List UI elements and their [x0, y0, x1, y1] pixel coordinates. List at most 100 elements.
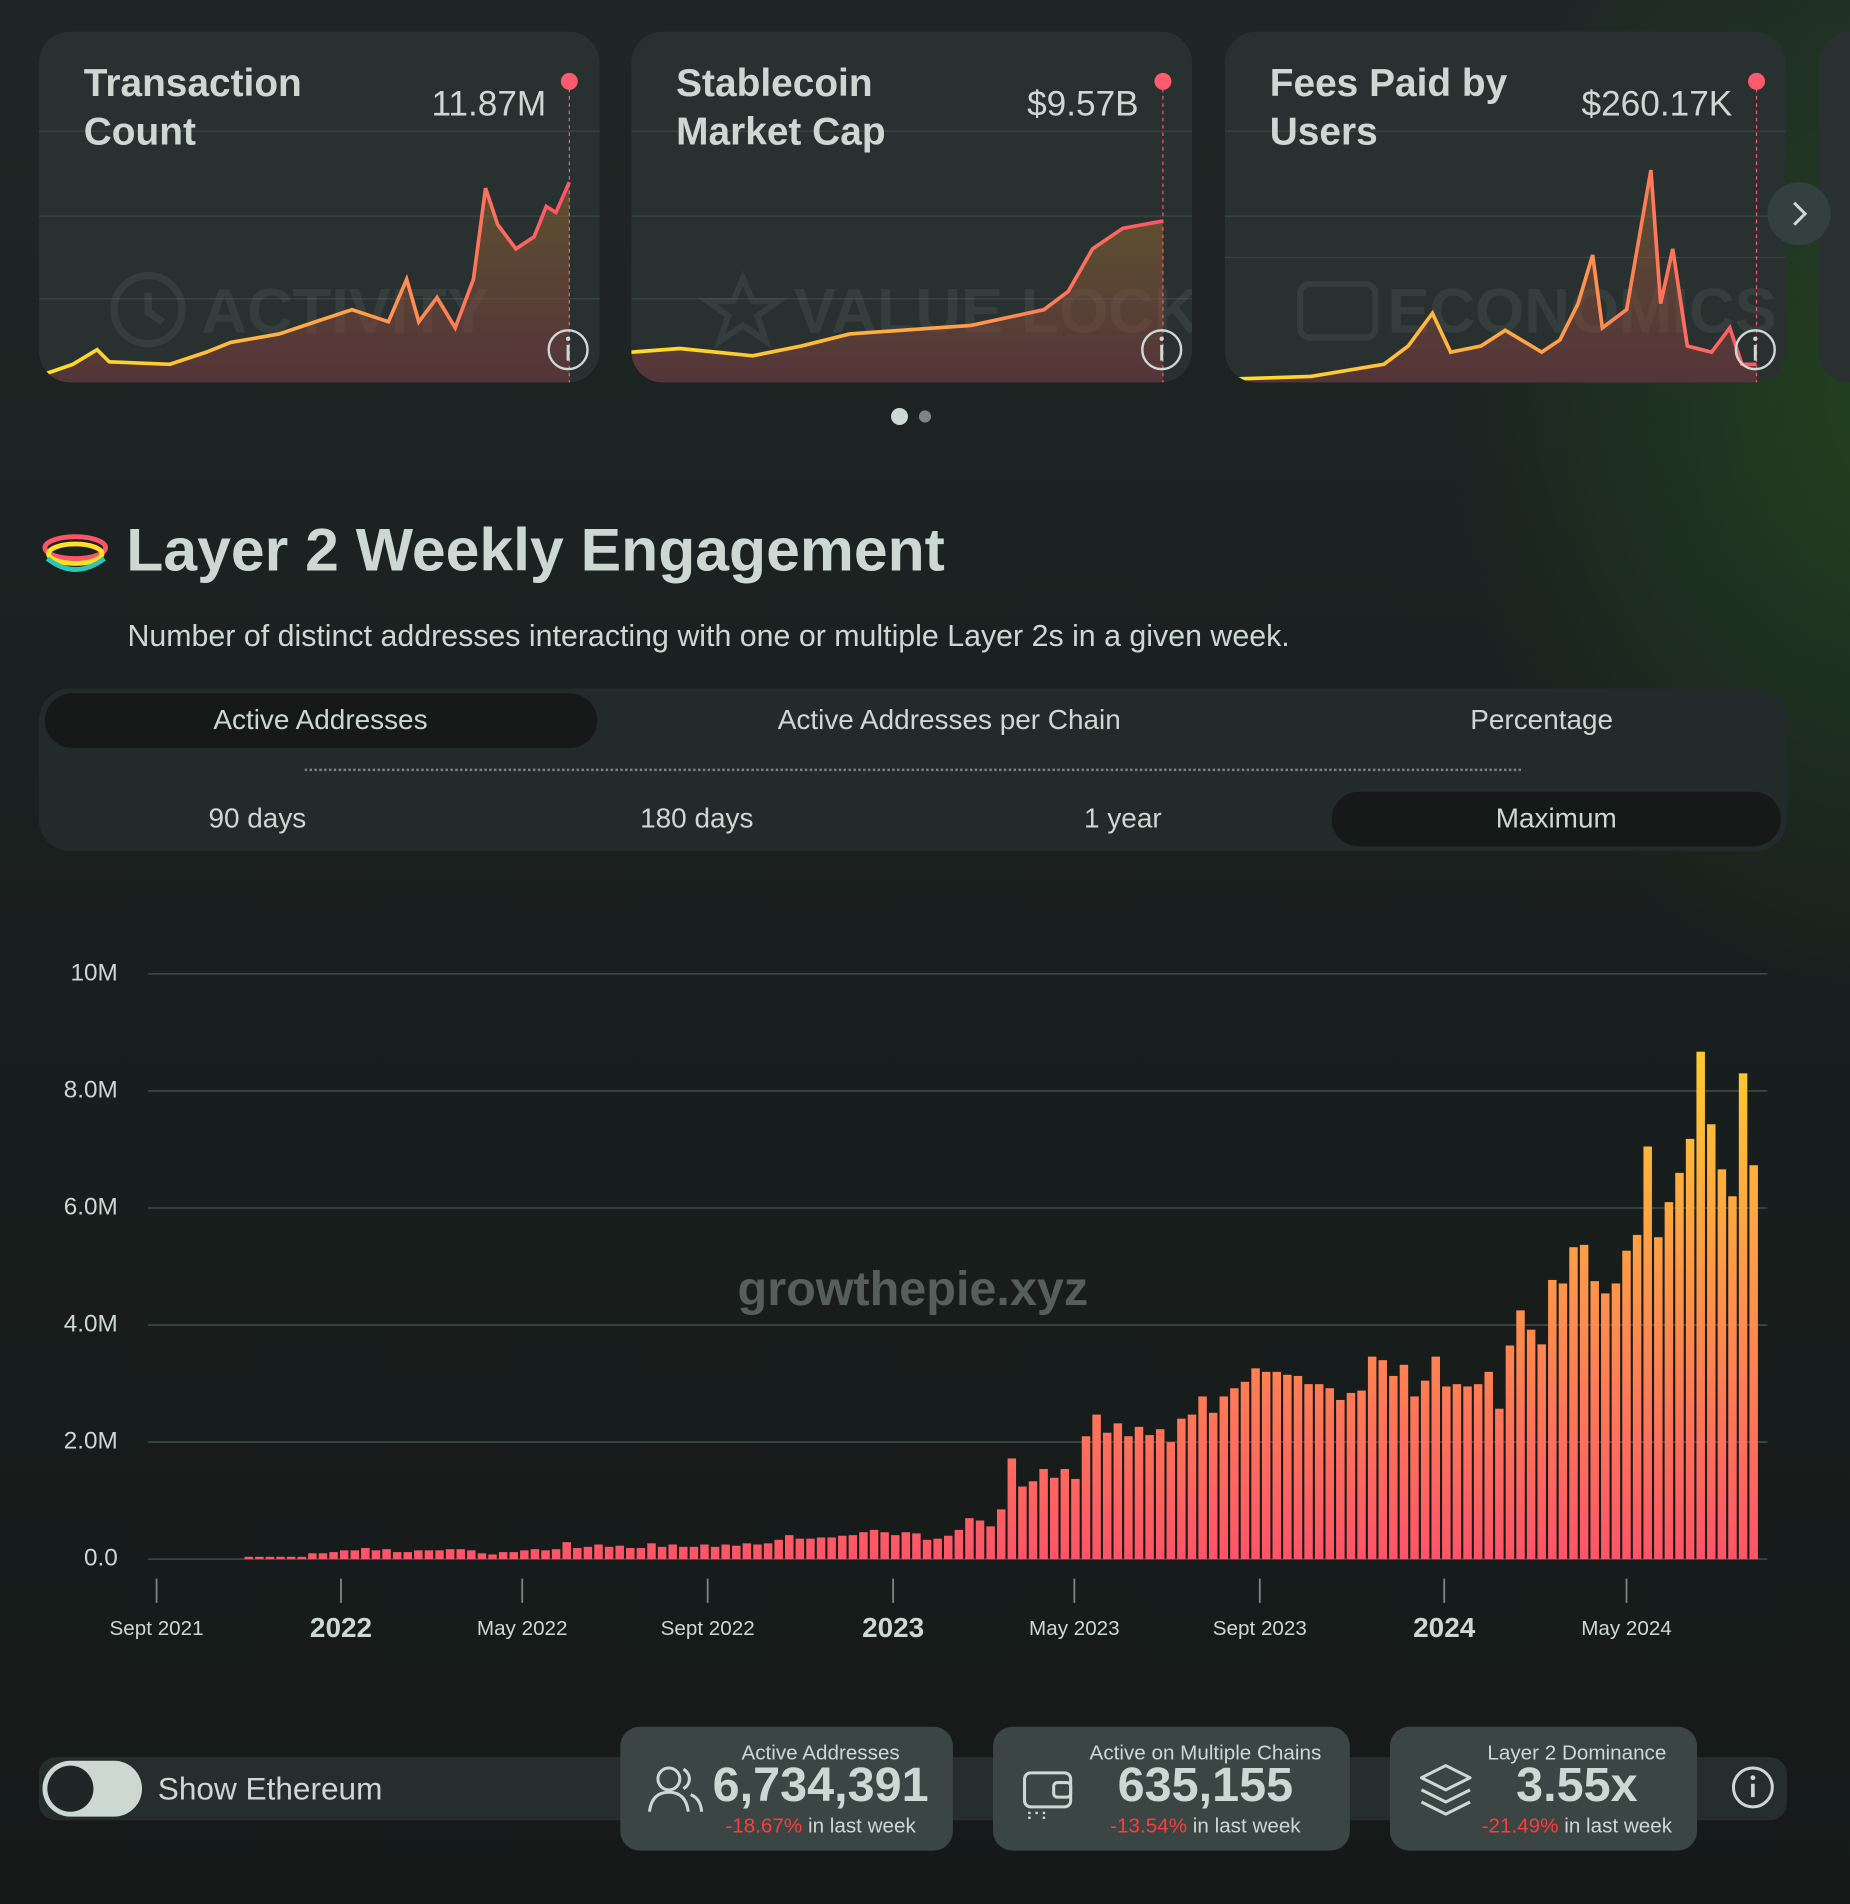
- bar: [1420, 1380, 1430, 1560]
- info-icon[interactable]: [547, 329, 589, 371]
- bar: [1389, 1375, 1398, 1560]
- bar: [265, 1556, 275, 1560]
- x-tick-label: Sept 2022: [661, 1617, 755, 1640]
- bar: [1431, 1356, 1440, 1560]
- bar: [1071, 1478, 1080, 1560]
- tab[interactable]: Percentage: [1470, 703, 1614, 736]
- page-dot[interactable]: [918, 410, 932, 423]
- bar: [1495, 1408, 1504, 1560]
- stat-icon: [1419, 1764, 1472, 1816]
- y-tick-label: 10M: [71, 959, 118, 986]
- card-value: $9.57B: [1027, 85, 1139, 124]
- bar: [679, 1546, 688, 1560]
- bar: [318, 1553, 328, 1560]
- section-icon: [42, 534, 109, 572]
- bar: [827, 1537, 836, 1560]
- bar: [795, 1538, 805, 1560]
- sparkline-area: [631, 221, 1163, 383]
- bar: [1516, 1310, 1525, 1560]
- stat-change-line: -13.54% in last week: [1110, 1814, 1300, 1838]
- bar: [1336, 1399, 1345, 1560]
- bar: [1357, 1390, 1366, 1560]
- x-tick-label: Sept 2021: [110, 1617, 204, 1640]
- bar: [1537, 1344, 1546, 1560]
- bar: [361, 1548, 370, 1560]
- bar: [700, 1544, 709, 1560]
- metric-card[interactable]: ECONOMICS Fees Paid by Users $260.17K: [1224, 31, 1786, 383]
- bar: [636, 1548, 646, 1560]
- page-dot-active[interactable]: [891, 408, 909, 426]
- bar: [1018, 1486, 1027, 1560]
- tab[interactable]: Active Addresses per Chain: [777, 703, 1121, 736]
- bar: [1558, 1283, 1568, 1560]
- metric-card[interactable]: ACTIVITY Transaction Count 11.87M: [38, 31, 600, 383]
- watermark-icon: [110, 272, 186, 348]
- range-option[interactable]: 180 days: [640, 802, 754, 834]
- info-icon[interactable]: [1141, 329, 1183, 371]
- stat-label: Layer 2 Dominance: [1487, 1741, 1667, 1765]
- bar: [573, 1548, 582, 1560]
- bar: [308, 1553, 317, 1560]
- x-tick-label: 2024: [1413, 1612, 1476, 1643]
- bar: [594, 1544, 603, 1560]
- range-selected-bg: [1331, 791, 1781, 847]
- bar: [1707, 1124, 1716, 1560]
- stat-value: 3.55x: [1516, 1758, 1638, 1812]
- stat-label: Active Addresses: [741, 1741, 900, 1765]
- metric-card[interactable]: VALUE LOCKED Stablecoin Market Cap $9.57…: [631, 31, 1193, 383]
- bar: [1166, 1442, 1176, 1560]
- bar: [1293, 1375, 1303, 1560]
- watermark-icon: [1297, 281, 1379, 341]
- stat-change-line: -21.49% in last week: [1482, 1814, 1672, 1838]
- bar: [1177, 1418, 1186, 1560]
- bar: [392, 1552, 402, 1560]
- bar: [1526, 1329, 1536, 1560]
- y-tick-label: 8.0M: [64, 1076, 118, 1103]
- bar: [1484, 1371, 1493, 1560]
- bar: [943, 1535, 953, 1560]
- bar: [297, 1556, 307, 1560]
- info-icon[interactable]: [1734, 329, 1776, 371]
- bar: [1155, 1429, 1165, 1560]
- bar: [1367, 1356, 1377, 1560]
- bar: [445, 1549, 455, 1560]
- bar: [530, 1549, 540, 1560]
- bar: [329, 1552, 338, 1560]
- info-icon[interactable]: [1729, 1763, 1778, 1812]
- bar: [1717, 1169, 1727, 1560]
- bar: [1314, 1384, 1324, 1560]
- latest-marker: [1748, 72, 1766, 90]
- bar: [996, 1509, 1006, 1560]
- range-option[interactable]: 1 year: [1084, 802, 1162, 834]
- bar: [1081, 1436, 1091, 1560]
- bar: [933, 1538, 942, 1560]
- latest-marker: [1154, 72, 1172, 90]
- bar: [477, 1553, 487, 1560]
- bar: [1696, 1051, 1705, 1560]
- tab[interactable]: Active Addresses: [213, 703, 428, 736]
- bar: [339, 1550, 349, 1560]
- next-arrow: [1793, 201, 1808, 226]
- bar: [551, 1549, 561, 1560]
- bar: [1654, 1237, 1663, 1560]
- next-button[interactable]: [1765, 180, 1833, 248]
- bar: [1145, 1435, 1154, 1560]
- bar: [806, 1538, 815, 1560]
- range-option[interactable]: Maximum: [1495, 802, 1617, 834]
- latest-marker: [560, 72, 578, 90]
- sparkline: [44, 181, 571, 376]
- sparkline: [631, 219, 1164, 358]
- bar: [1548, 1279, 1557, 1560]
- bar: [1452, 1384, 1462, 1560]
- toggle[interactable]: [40, 1758, 147, 1819]
- y-tick-label: 2.0M: [64, 1427, 118, 1454]
- card-title: Transaction Count: [83, 60, 302, 154]
- bar: [371, 1550, 381, 1560]
- bar: [509, 1552, 518, 1560]
- bar: [1622, 1250, 1631, 1560]
- bar: [859, 1532, 868, 1560]
- bar: [1028, 1481, 1038, 1560]
- sparkline: [1238, 169, 1757, 381]
- range-option[interactable]: 90 days: [208, 802, 307, 834]
